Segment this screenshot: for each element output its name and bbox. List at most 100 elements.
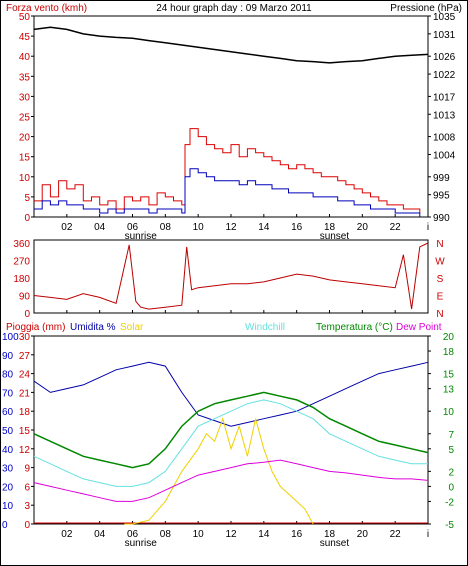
rain-tick-label: 12 bbox=[19, 445, 31, 456]
wind-tick-label: 30 bbox=[19, 92, 31, 103]
sun-annotation: sunrise bbox=[125, 231, 158, 242]
temp-tick-label: -2 bbox=[445, 497, 454, 508]
series-humidity bbox=[33, 361, 429, 427]
x-tick-label: 14 bbox=[258, 529, 270, 540]
rain-tick-label: 30 bbox=[19, 332, 31, 343]
chart-title: 24 hour graph day : 09 Marzo 2011 bbox=[156, 3, 312, 14]
pressure-tick-label: 1004 bbox=[433, 150, 456, 161]
wind-pressure-panel: 0 5 10 15 20 25 30 35 40 45 50 990 995 999 1004 1008 101… bbox=[19, 12, 456, 242]
series-pressure bbox=[33, 26, 429, 64]
direction-tick-label: 360 bbox=[13, 239, 30, 250]
wind-axis-title: Forza vento (kmh) bbox=[6, 3, 87, 14]
x-tick-label: 08 bbox=[160, 222, 172, 233]
compass-label: N bbox=[436, 239, 443, 250]
temp-tick-label: 10 bbox=[443, 407, 455, 418]
legend-item: Dew Point bbox=[396, 322, 442, 333]
temp-tick-label: 15 bbox=[443, 370, 455, 381]
x-tick-label: 18 bbox=[324, 222, 336, 233]
wind-tick-label: 0 bbox=[24, 213, 30, 224]
legend-item: Umidita % bbox=[70, 322, 116, 333]
series-windchill bbox=[33, 399, 428, 487]
x-tick-label: 04 bbox=[94, 529, 106, 540]
wind-tick-label: 45 bbox=[19, 32, 31, 43]
x-tick-label: 20 bbox=[357, 529, 369, 540]
rain-tick-label: 18 bbox=[19, 407, 31, 418]
humidity-tick-label: 60 bbox=[2, 407, 14, 418]
series-gust bbox=[34, 128, 421, 213]
humidity-tick-label: 80 bbox=[2, 370, 14, 381]
x-tick-label: 20 bbox=[357, 222, 369, 233]
rain-tick-label: 24 bbox=[19, 370, 31, 381]
rain-tick-label: 15 bbox=[19, 426, 31, 437]
rain-tick-label: 27 bbox=[19, 351, 31, 362]
pressure-tick-label: 995 bbox=[433, 191, 450, 202]
rain-tick-label: 6 bbox=[24, 482, 30, 493]
temp-tick-label: 20 bbox=[443, 332, 455, 343]
x-tick-label: 12 bbox=[225, 222, 237, 233]
x-tick-label: 22 bbox=[390, 529, 402, 540]
x-tick-label: 06 bbox=[127, 529, 139, 540]
x-tick-label: 04 bbox=[94, 222, 106, 233]
humidity-tick-label: 0 bbox=[2, 520, 8, 531]
legend-item: Solar bbox=[120, 322, 144, 333]
wind-tick-label: 15 bbox=[19, 153, 31, 164]
x-tick-label: 10 bbox=[193, 529, 205, 540]
pressure-tick-label: 1035 bbox=[433, 12, 456, 23]
series-direction bbox=[33, 242, 429, 310]
wind-tick-label: 5 bbox=[24, 193, 30, 204]
pressure-tick-label: 1008 bbox=[433, 133, 456, 144]
rain-tick-label: 3 bbox=[24, 501, 30, 512]
series-solar bbox=[124, 417, 314, 525]
temp-tick-label: 0 bbox=[448, 482, 454, 493]
x-tick-label: 12 bbox=[225, 529, 237, 540]
temp-tick-label: 18 bbox=[443, 347, 455, 358]
humidity-tick-label: 20 bbox=[2, 482, 14, 493]
wind-tick-label: 35 bbox=[19, 72, 31, 83]
direction-tick-label: 180 bbox=[13, 274, 30, 285]
x-tick-label: 10 bbox=[193, 222, 205, 233]
compass-label: N bbox=[436, 309, 443, 320]
series-dew_point bbox=[33, 459, 429, 502]
temp-tick-label: 13 bbox=[443, 385, 455, 396]
humidity-tick-label: 70 bbox=[2, 388, 14, 399]
temp-tick-label: 5 bbox=[448, 445, 454, 456]
pressure-axis-title: Pressione (hPa) bbox=[390, 3, 462, 14]
sun-annotation: sunrise bbox=[125, 538, 158, 549]
x-tick-label: i bbox=[427, 222, 429, 233]
x-tick-label: i bbox=[427, 529, 429, 540]
legend-item: Pioggia (mm) bbox=[6, 322, 65, 333]
pressure-tick-label: 1022 bbox=[433, 70, 456, 81]
rain-tick-label: 9 bbox=[24, 464, 30, 475]
wind-tick-label: 40 bbox=[19, 52, 31, 63]
x-tick-label: 08 bbox=[160, 529, 172, 540]
legend-item: Temperatura (°C) bbox=[316, 322, 393, 333]
compass-label: W bbox=[435, 257, 445, 268]
x-tick-label: 16 bbox=[291, 529, 303, 540]
wind-tick-label: 50 bbox=[19, 12, 31, 23]
pressure-tick-label: 1031 bbox=[433, 30, 456, 41]
humidity-tick-label: 100 bbox=[2, 332, 19, 343]
series-temperature bbox=[33, 391, 429, 469]
humidity-tick-label: 50 bbox=[2, 426, 14, 437]
x-tick-label: 06 bbox=[127, 222, 139, 233]
pressure-tick-label: 1026 bbox=[433, 52, 456, 63]
x-tick-label: 14 bbox=[258, 222, 270, 233]
pressure-tick-label: 1017 bbox=[433, 92, 456, 103]
direction-tick-label: 0 bbox=[24, 309, 30, 320]
sun-annotation: sunset bbox=[320, 231, 350, 242]
pressure-tick-label: 990 bbox=[433, 213, 450, 224]
x-tick-label: 18 bbox=[324, 529, 336, 540]
sun-annotation: sunset bbox=[320, 538, 350, 549]
direction-tick-label: 90 bbox=[19, 292, 31, 303]
wind-tick-label: 20 bbox=[19, 133, 31, 144]
rain-tick-label: 21 bbox=[19, 388, 31, 399]
pressure-tick-label: 999 bbox=[433, 173, 450, 184]
rain-tick-label: 0 bbox=[24, 520, 30, 531]
x-tick-label: 02 bbox=[61, 529, 73, 540]
humidity-tick-label: 40 bbox=[2, 445, 14, 456]
x-tick-label: 02 bbox=[61, 222, 73, 233]
pressure-tick-label: 1013 bbox=[433, 110, 456, 121]
temp-tick-label: 2 bbox=[448, 467, 454, 478]
wind-tick-label: 25 bbox=[19, 113, 31, 124]
